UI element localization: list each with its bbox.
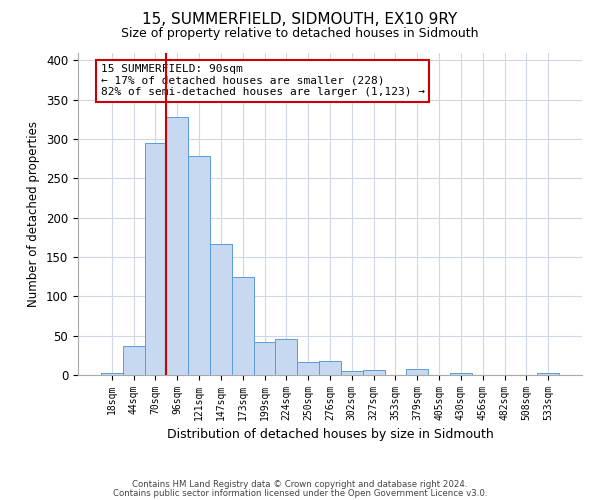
Bar — [166, 117, 188, 375]
Bar — [232, 278, 254, 375]
Bar — [319, 361, 341, 375]
Bar — [297, 362, 319, 375]
Bar — [188, 156, 210, 375]
Bar — [537, 374, 559, 375]
Bar — [123, 346, 145, 375]
Bar — [363, 370, 385, 375]
Text: 15 SUMMERFIELD: 90sqm
← 17% of detached houses are smaller (228)
82% of semi-det: 15 SUMMERFIELD: 90sqm ← 17% of detached … — [101, 64, 425, 98]
Bar — [275, 339, 297, 375]
Text: Contains public sector information licensed under the Open Government Licence v3: Contains public sector information licen… — [113, 488, 487, 498]
X-axis label: Distribution of detached houses by size in Sidmouth: Distribution of detached houses by size … — [167, 428, 493, 442]
Text: Size of property relative to detached houses in Sidmouth: Size of property relative to detached ho… — [121, 28, 479, 40]
Bar — [210, 244, 232, 375]
Bar — [145, 143, 166, 375]
Text: Contains HM Land Registry data © Crown copyright and database right 2024.: Contains HM Land Registry data © Crown c… — [132, 480, 468, 489]
Bar — [101, 372, 123, 375]
Y-axis label: Number of detached properties: Number of detached properties — [28, 120, 40, 306]
Bar — [254, 342, 275, 375]
Bar — [450, 372, 472, 375]
Bar — [406, 370, 428, 375]
Text: 15, SUMMERFIELD, SIDMOUTH, EX10 9RY: 15, SUMMERFIELD, SIDMOUTH, EX10 9RY — [142, 12, 458, 28]
Bar — [341, 371, 363, 375]
